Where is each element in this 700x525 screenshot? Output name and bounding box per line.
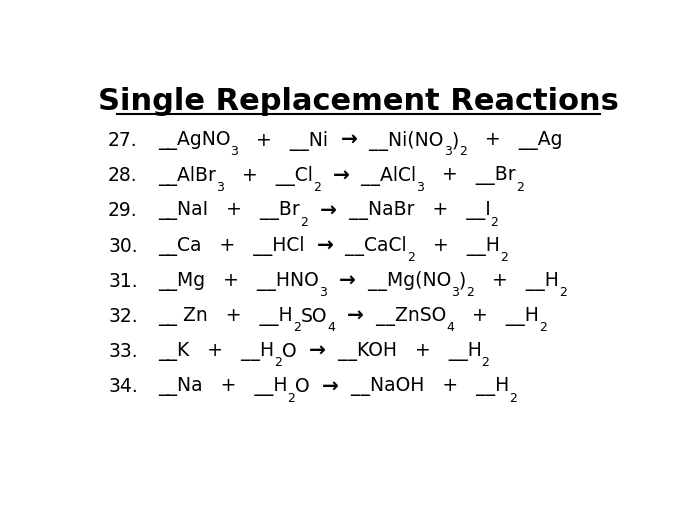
Text: 3: 3 [216, 181, 224, 194]
Text: 2: 2 [466, 286, 474, 299]
Text: __K   +   __H: __K + __H [158, 342, 274, 361]
Text: __Mg   +   __HNO: __Mg + __HNO [158, 272, 318, 291]
Text: 2: 2 [559, 286, 566, 299]
Text: 31.: 31. [108, 272, 138, 291]
Text: →: → [322, 377, 339, 396]
Text: ): ) [452, 131, 458, 150]
Text: __NaOH   +   __H: __NaOH + __H [339, 377, 509, 396]
Text: __KOH   +   __H: __KOH + __H [326, 342, 482, 361]
Text: 33.: 33. [108, 342, 138, 361]
Text: ): ) [458, 272, 466, 291]
Text: 2: 2 [482, 356, 489, 370]
Text: O: O [295, 377, 322, 396]
Text: 2: 2 [300, 216, 307, 229]
Text: 34.: 34. [108, 377, 138, 396]
Text: 3: 3 [444, 145, 452, 159]
Text: 29.: 29. [108, 202, 138, 220]
Text: __AlBr: __AlBr [158, 166, 216, 186]
Text: 2: 2 [407, 251, 415, 264]
Text: 27.: 27. [108, 131, 138, 150]
Text: 2: 2 [313, 181, 321, 194]
Text: 2: 2 [516, 181, 524, 194]
Text: O: O [282, 342, 309, 361]
Text: __AgNO: __AgNO [158, 131, 230, 150]
Text: __Ni(NO: __Ni(NO [357, 131, 444, 151]
Text: →: → [309, 342, 326, 361]
Text: 3: 3 [416, 181, 424, 194]
Text: Single Replacement Reactions: Single Replacement Reactions [98, 87, 620, 116]
Text: 2: 2 [274, 356, 282, 370]
Text: __ZnSO: __ZnSO [364, 307, 446, 326]
Text: +   __H: + __H [415, 237, 500, 256]
Text: 2: 2 [293, 321, 300, 334]
Text: 4: 4 [446, 321, 454, 334]
Text: __Na   +   __H: __Na + __H [158, 377, 288, 396]
Text: 2: 2 [500, 251, 507, 264]
Text: +   __Ni: + __Ni [239, 131, 340, 151]
Text: __NaI   +   __Br: __NaI + __Br [158, 202, 300, 220]
Text: 3: 3 [451, 286, 458, 299]
Text: 2: 2 [458, 145, 467, 159]
Text: __NaBr   +   __I: __NaBr + __I [337, 202, 490, 220]
Text: →: → [347, 307, 364, 326]
Text: 30.: 30. [108, 237, 138, 256]
Text: +   __H: + __H [454, 307, 539, 326]
Text: SO: SO [300, 307, 327, 326]
Text: 28.: 28. [108, 166, 138, 185]
Text: +   __H: + __H [474, 272, 559, 291]
Text: →: → [320, 202, 337, 220]
Text: __ Zn   +   __H: __ Zn + __H [158, 307, 293, 326]
Text: →: → [339, 272, 356, 291]
Text: +   __Cl: + __Cl [224, 166, 313, 186]
Text: 2: 2 [509, 392, 517, 405]
Text: 32.: 32. [108, 307, 138, 326]
Text: __Mg(NO: __Mg(NO [356, 271, 451, 291]
Text: __AlCl: __AlCl [349, 166, 416, 186]
Text: 3: 3 [318, 286, 327, 299]
Text: →: → [316, 237, 333, 256]
Text: +   __Br: + __Br [424, 166, 516, 185]
Text: 4: 4 [327, 321, 335, 334]
Text: 2: 2 [288, 392, 295, 405]
Text: 2: 2 [539, 321, 547, 334]
Text: __Ca   +   __HCl: __Ca + __HCl [158, 236, 316, 256]
Text: 2: 2 [490, 216, 498, 229]
Text: →: → [332, 166, 349, 185]
Text: +   __Ag: + __Ag [467, 131, 562, 150]
Text: 3: 3 [230, 145, 239, 159]
Text: __CaCl: __CaCl [333, 236, 407, 256]
Text: →: → [340, 131, 357, 150]
